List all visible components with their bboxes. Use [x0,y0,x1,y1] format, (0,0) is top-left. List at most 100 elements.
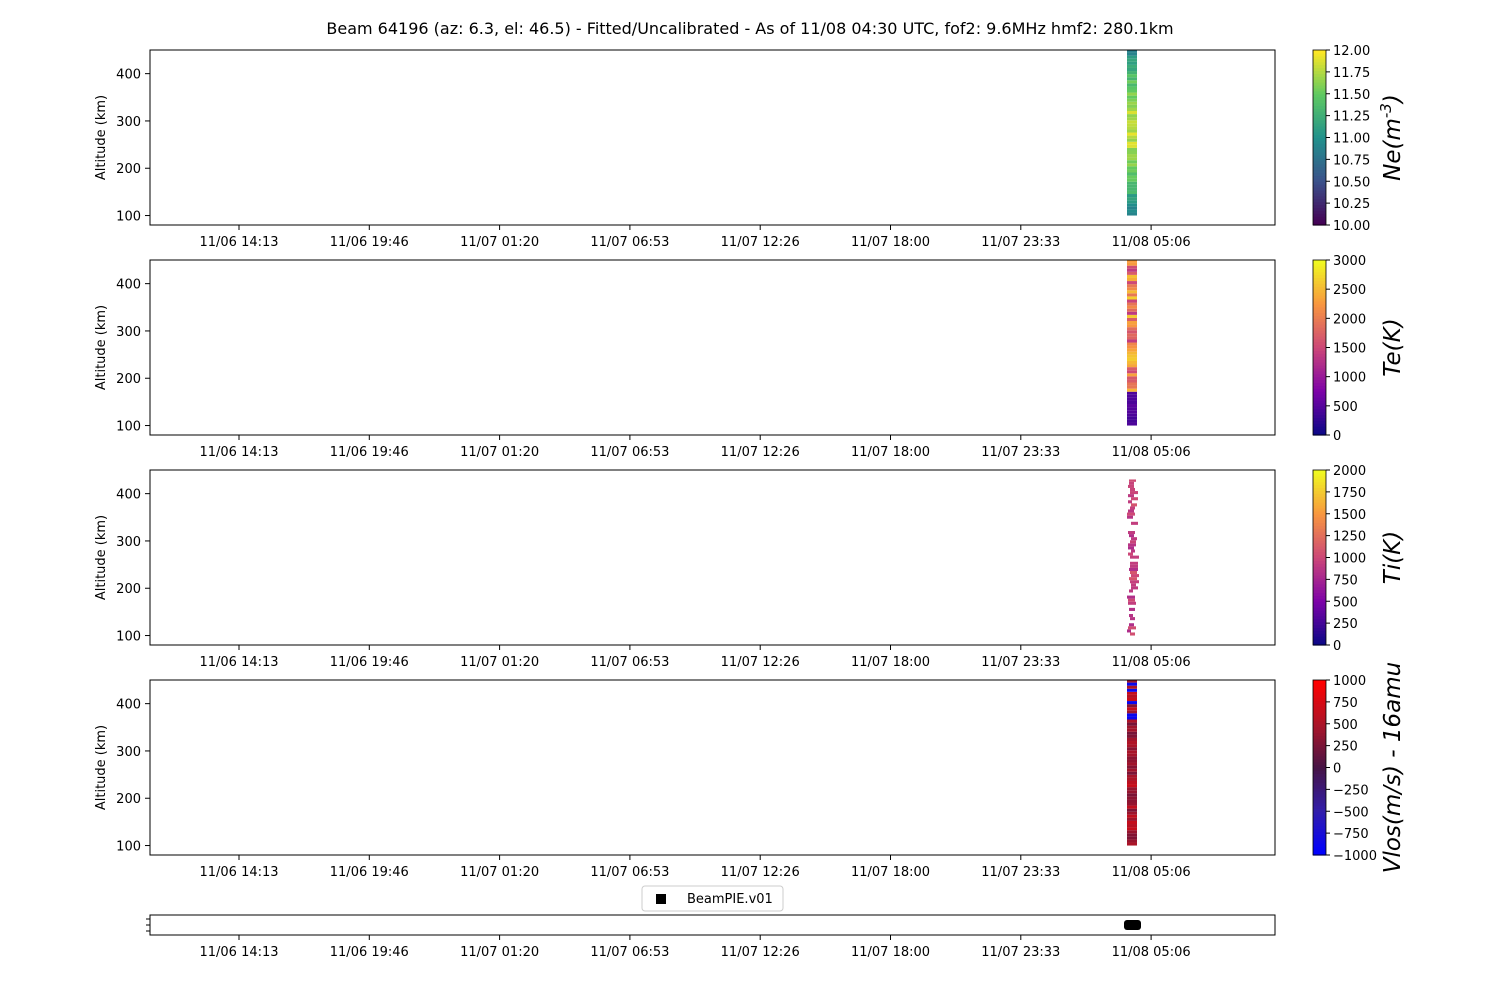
colorbar-swatch [1313,542,1326,547]
data-cell [1129,577,1137,581]
colorbar-swatch [1313,720,1326,725]
colorbar-swatch [1313,601,1326,605]
data-cell [1127,725,1137,729]
y-tick-label: 300 [116,115,141,130]
colorbar-swatch [1313,685,1326,690]
data-cell [1127,787,1137,791]
data-cell [1131,537,1137,541]
colorbar-swatch [1313,618,1326,623]
legend: BeamPIE.v01 [641,885,784,912]
data-cell [1127,780,1137,785]
colorbar-swatch [1313,811,1326,815]
data-cell [1130,617,1135,621]
data-cell [1127,814,1137,818]
y-tick-label: 200 [116,372,141,387]
colorbar-swatch [1313,265,1326,270]
colorbar-tick-label: 10.00 [1333,219,1370,234]
data-cell [1127,762,1137,766]
data-cell [1127,404,1137,408]
colorbar-swatch [1313,825,1326,830]
data-cell [1130,555,1139,559]
x-tick-label: 11/06 19:46 [330,235,409,250]
colorbar-swatch [1313,563,1326,567]
colorbar-swatch [1313,481,1326,486]
data-cell [1128,509,1134,513]
colorbar-swatch [1313,566,1326,570]
colorbar-swatch [1313,120,1326,124]
data-cell [1127,120,1137,124]
colorbar-swatch [1313,271,1326,276]
x-tick-label: 11/06 19:46 [330,445,409,460]
data-cell [1127,104,1137,108]
colorbar-swatch [1313,694,1326,699]
data-cell [1127,407,1137,411]
data-cell [1127,416,1137,420]
colorbar-tick-label: 750 [1333,573,1358,588]
colorbar-swatch [1313,697,1326,702]
data-cell [1127,101,1137,105]
data-cell [1130,487,1135,492]
data-cell [1128,546,1134,550]
colorbar-swatch [1313,50,1326,54]
colorbar-swatch [1313,502,1326,506]
colorbar-swatch [1313,90,1326,95]
data-cell [1127,784,1137,788]
data-cell [1127,771,1137,775]
colorbar-swatch [1313,198,1326,203]
colorbar-swatch [1313,52,1326,57]
data-cell [1127,765,1137,769]
data-cell [1127,52,1137,56]
data-cell [1127,793,1137,797]
colorbar-swatch [1313,586,1326,591]
data-cell [1127,805,1137,809]
x-tick-label: 11/07 18:00 [851,865,930,880]
data-cell [1127,268,1137,272]
data-cell [1127,833,1137,837]
colorbar-swatch [1313,776,1326,780]
data-cell [1127,166,1137,170]
x-tick-label: 11/07 18:00 [851,445,930,460]
colorbar-swatch [1313,688,1326,693]
data-cell [1127,141,1137,145]
colorbar-swatch [1313,610,1326,614]
colorbar-swatch [1313,365,1326,369]
colorbar-swatch [1313,353,1326,357]
data-cell [1127,206,1137,210]
colorbar-swatch [1313,510,1326,515]
colorbar-swatch [1313,289,1326,293]
colorbar-swatch [1313,575,1326,579]
beam-timeline: 11/06 14:13 11/06 19:46 11/07 01:20 11/07 0… [146,885,1276,960]
data-cell [1127,197,1137,201]
colorbar-tick-label: 500 [1333,718,1358,733]
y-tick-label: 100 [116,630,141,645]
colorbar-swatch [1313,55,1326,60]
colorbar-swatch [1313,417,1326,422]
data-cell [1127,271,1137,275]
colorbar-swatch [1313,706,1326,710]
data-cell [1127,160,1137,164]
colorbar: 0 500 1000 1500 2000 2500 3000 Te(K) [1312,254,1406,444]
colorbar-tick-label: 1500 [1333,342,1366,357]
data-cell [1131,521,1138,525]
data-cell [1127,728,1137,732]
data-cell [1127,595,1135,599]
colorbar-swatch [1313,577,1326,582]
colorbar-swatch [1313,761,1326,766]
colorbar-swatch [1313,344,1326,349]
data-cell [1127,305,1137,309]
data-cell [1131,503,1137,507]
colorbar-swatch [1313,735,1326,739]
colorbar-swatch [1313,70,1326,74]
data-cell [1127,419,1137,423]
colorbar-swatch [1313,146,1326,150]
data-cell [1127,388,1137,392]
y-tick-label: 300 [116,535,141,550]
x-tick-label: 11/06 14:13 [199,945,278,960]
data-cell [1127,260,1137,263]
colorbar-swatch [1313,99,1326,104]
colorbar-swatch [1313,475,1326,480]
colorbar-swatch [1313,108,1326,112]
data-cell [1127,391,1137,395]
data-cell [1127,107,1137,112]
